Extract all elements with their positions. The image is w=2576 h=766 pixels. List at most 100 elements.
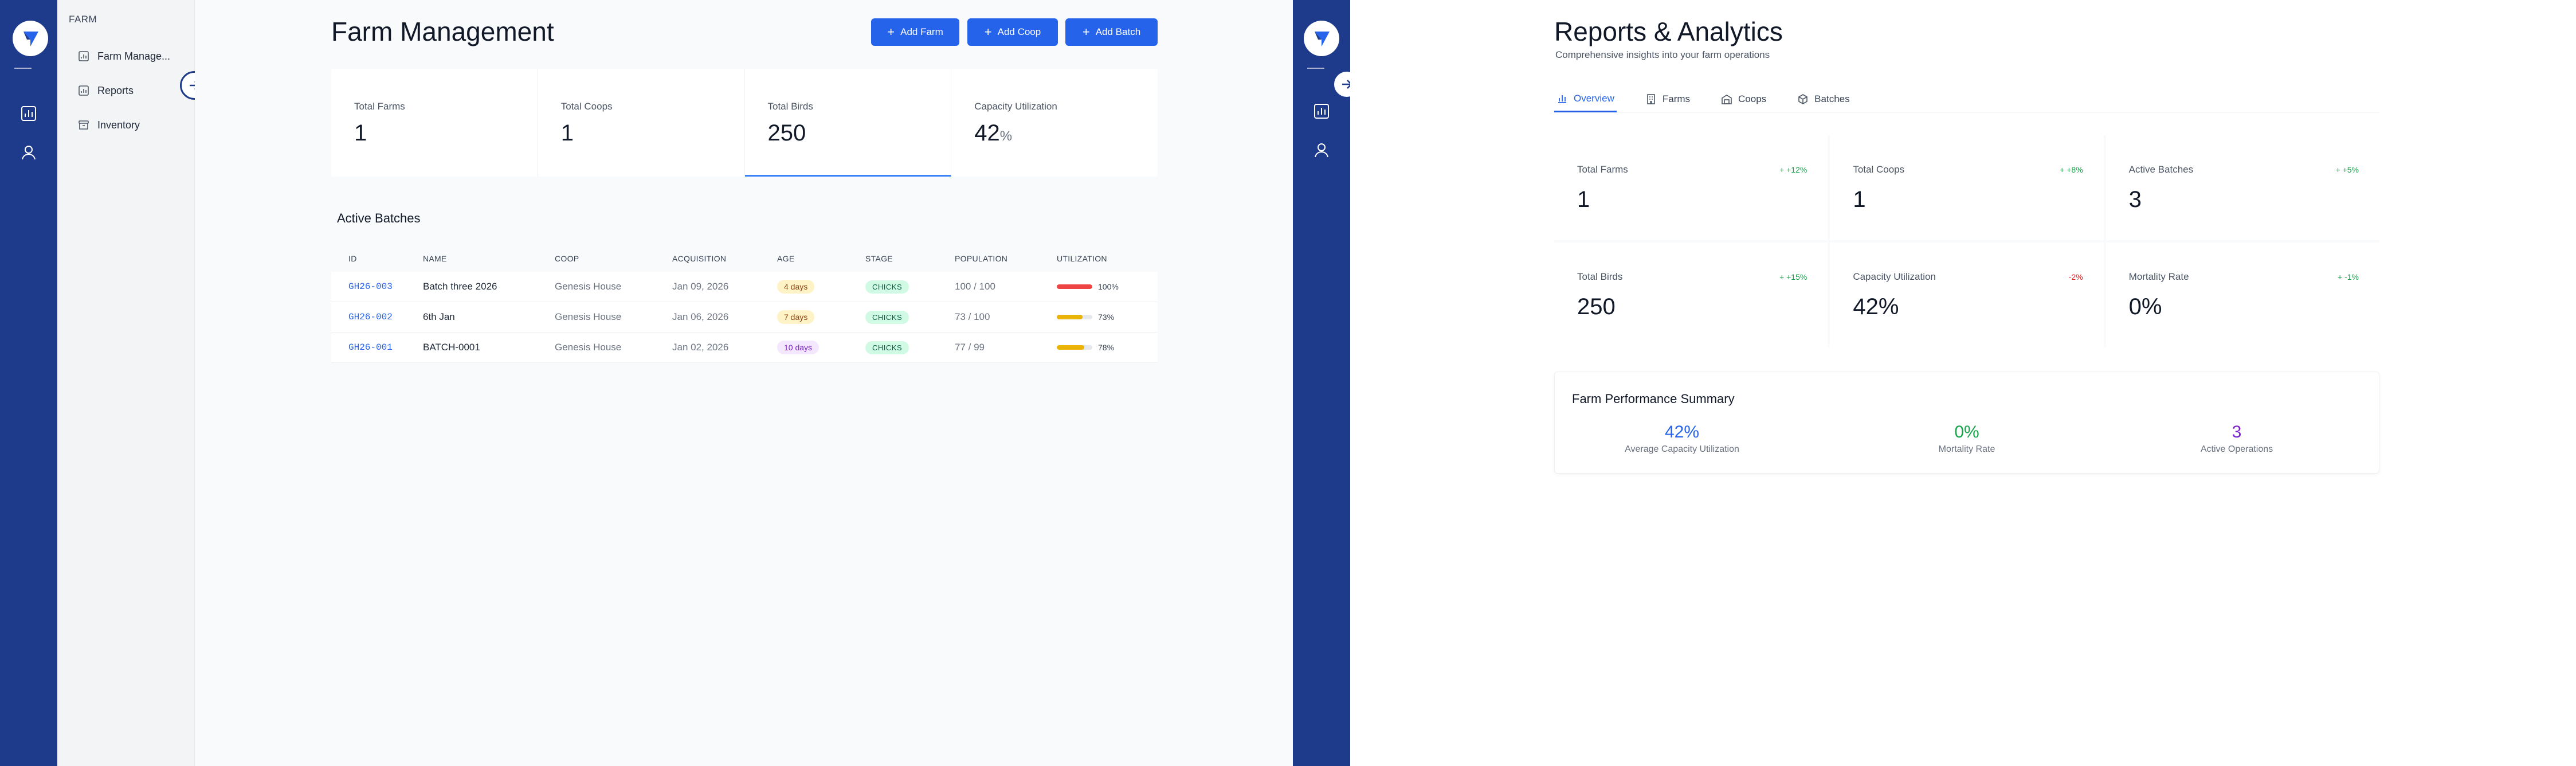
table-row[interactable]: GH26-001 BATCH-0001 Genesis House Jan 02… [331,333,1158,363]
utilization-bar [1057,315,1092,319]
plus-icon: + [887,25,895,39]
stat-label: Total Birds [1577,271,1623,282]
user-nav-icon[interactable] [17,141,40,164]
add-coop-button[interactable]: + Add Coop [967,18,1058,46]
report-tabs: Overview Farms Coops Batches [1554,86,2379,112]
sidebar-item-reports[interactable]: Reports [78,79,134,102]
plus-icon: + [984,25,992,39]
stat-card-capacity-utilization[interactable]: Capacity Utilization -2% 42% [1830,243,2104,347]
column-header-population[interactable]: POPULATION [955,254,1008,263]
tab-overview[interactable]: Overview [1554,86,1617,112]
stat-card-active-batches[interactable]: Active Batches + +5% 3 [2106,135,2379,240]
summary-metric-value: 0% [1954,423,1979,441]
rail-separator [14,68,32,69]
add-farm-button[interactable]: + Add Farm [871,18,959,46]
app-logo[interactable] [13,21,48,56]
app-logo[interactable] [1304,21,1339,56]
tab-label: Farms [1662,93,1691,104]
batch-id-link[interactable]: GH26-003 [348,282,393,292]
column-header-coop[interactable]: COOP [555,254,579,263]
column-header-acquisition[interactable]: ACQUISITION [672,254,727,263]
table-row[interactable]: GH26-003 Batch three 2026 Genesis House … [331,272,1158,302]
bar-chart-icon [1558,95,1566,103]
stat-change: + +15% [1779,272,1807,282]
tab-batches[interactable]: Batches [1795,86,1852,112]
column-header-name[interactable]: NAME [423,254,447,263]
age-badge: 4 days [777,280,815,294]
farm-management-main: Farm Management + Add Farm + Add Coop + … [195,0,1293,766]
reports-nav-icon[interactable] [1310,100,1333,123]
utilization-percent: 100% [1098,282,1119,291]
utilization-bar [1057,284,1092,289]
summary-metric-capacity: 42% Average Capacity Utilization [1596,423,1768,455]
batch-coop: Genesis House [555,311,622,322]
column-header-utilization[interactable]: UTILIZATION [1057,254,1107,263]
summary-title: Farm Performance Summary [1572,392,1735,406]
batch-acquisition: Jan 09, 2026 [672,281,729,292]
column-header-age[interactable]: AGE [777,254,795,263]
stat-change: + +5% [2335,165,2359,174]
stat-total-farms[interactable]: Total Farms 1 [331,69,538,177]
add-batch-button[interactable]: + Add Batch [1065,18,1158,46]
summary-metric-label: Active Operations [2200,444,2273,454]
tab-coops[interactable]: Coops [1719,86,1769,112]
batch-coop: Genesis House [555,342,622,353]
rail-separator [1307,68,1324,69]
batch-acquisition: Jan 06, 2026 [672,311,729,322]
reports-nav-icon[interactable] [17,102,40,125]
stat-label: Active Batches [2128,164,2194,175]
summary-metric-label: Average Capacity Utilization [1625,444,1739,454]
batch-name: Batch three 2026 [423,281,497,292]
table-header: ID NAME COOP ACQUISITION AGE STAGE POPUL… [331,245,1158,272]
page-subtitle: Comprehensive insights into your farm op… [1555,49,1770,60]
stat-label: Mortality Rate [2128,271,2189,282]
archive-icon [79,120,89,130]
stat-label: Total Farms [354,101,405,112]
sidebar-item-farm-management[interactable]: Farm Manage... [78,45,170,68]
sidebar-section-label: FARM [69,14,97,25]
add-coop-label: Add Coop [997,26,1041,37]
stat-value: 42% [1853,294,1899,319]
stage-badge: CHICKS [865,341,909,354]
stage-badge: CHICKS [865,310,909,324]
stat-total-coops[interactable]: Total Coops 1 [538,69,745,177]
page-title: Reports & Analytics [1554,17,1783,46]
table-row[interactable]: GH26-002 6th Jan Genesis House Jan 06, 2… [331,302,1158,333]
stat-card-total-farms[interactable]: Total Farms + +12% 1 [1554,135,1828,240]
column-header-id[interactable]: ID [348,254,357,263]
box-icon [1798,94,1807,104]
stat-label: Total Birds [767,101,813,112]
batch-id-link[interactable]: GH26-002 [348,312,393,322]
stat-label: Capacity Utilization [1853,271,1936,282]
stat-total-birds[interactable]: Total Birds 250 [744,69,952,177]
user-nav-icon[interactable] [1310,139,1333,162]
stat-capacity-utilization[interactable]: Capacity Utilization 42% [951,69,1158,177]
age-badge: 7 days [777,310,815,324]
building-icon [1647,94,1655,104]
stat-card-mortality-rate[interactable]: Mortality Rate + -1% 0% [2106,243,2379,347]
stat-value: 1 [1853,187,1866,212]
column-header-stage[interactable]: STAGE [865,254,893,263]
batch-id-link[interactable]: GH26-001 [348,342,393,353]
stat-value: 1 [354,120,367,146]
stat-card-total-birds[interactable]: Total Birds + +15% 250 [1554,243,1828,347]
stat-label: Capacity Utilization [974,101,1057,112]
stat-card-total-coops[interactable]: Total Coops + +8% 1 [1830,135,2104,240]
utilization-bar [1057,345,1092,350]
stat-value: 1 [1577,187,1590,212]
farm-performance-summary: Farm Performance Summary 42% Average Cap… [1554,372,2379,474]
tab-label: Batches [1814,93,1850,104]
utilization-percent: 73% [1098,312,1115,322]
plus-icon: + [1082,25,1090,39]
batch-population: 77 / 99 [955,342,985,353]
batch-coop: Genesis House [555,281,622,292]
sidebar-item-inventory[interactable]: Inventory [78,114,140,136]
utilization-bar-fill [1057,284,1092,289]
tab-farms[interactable]: Farms [1643,86,1692,112]
stat-value: 250 [767,120,806,146]
add-batch-label: Add Batch [1095,26,1141,37]
analytics-stats-grid: Total Farms + +12% 1 Total Coops + +8% 1… [1554,135,2379,347]
reports-analytics-main: Reports & Analytics Comprehensive insigh… [1350,0,2576,766]
active-batches-table: ID NAME COOP ACQUISITION AGE STAGE POPUL… [331,245,1158,363]
stat-value: 250 [1577,294,1616,319]
